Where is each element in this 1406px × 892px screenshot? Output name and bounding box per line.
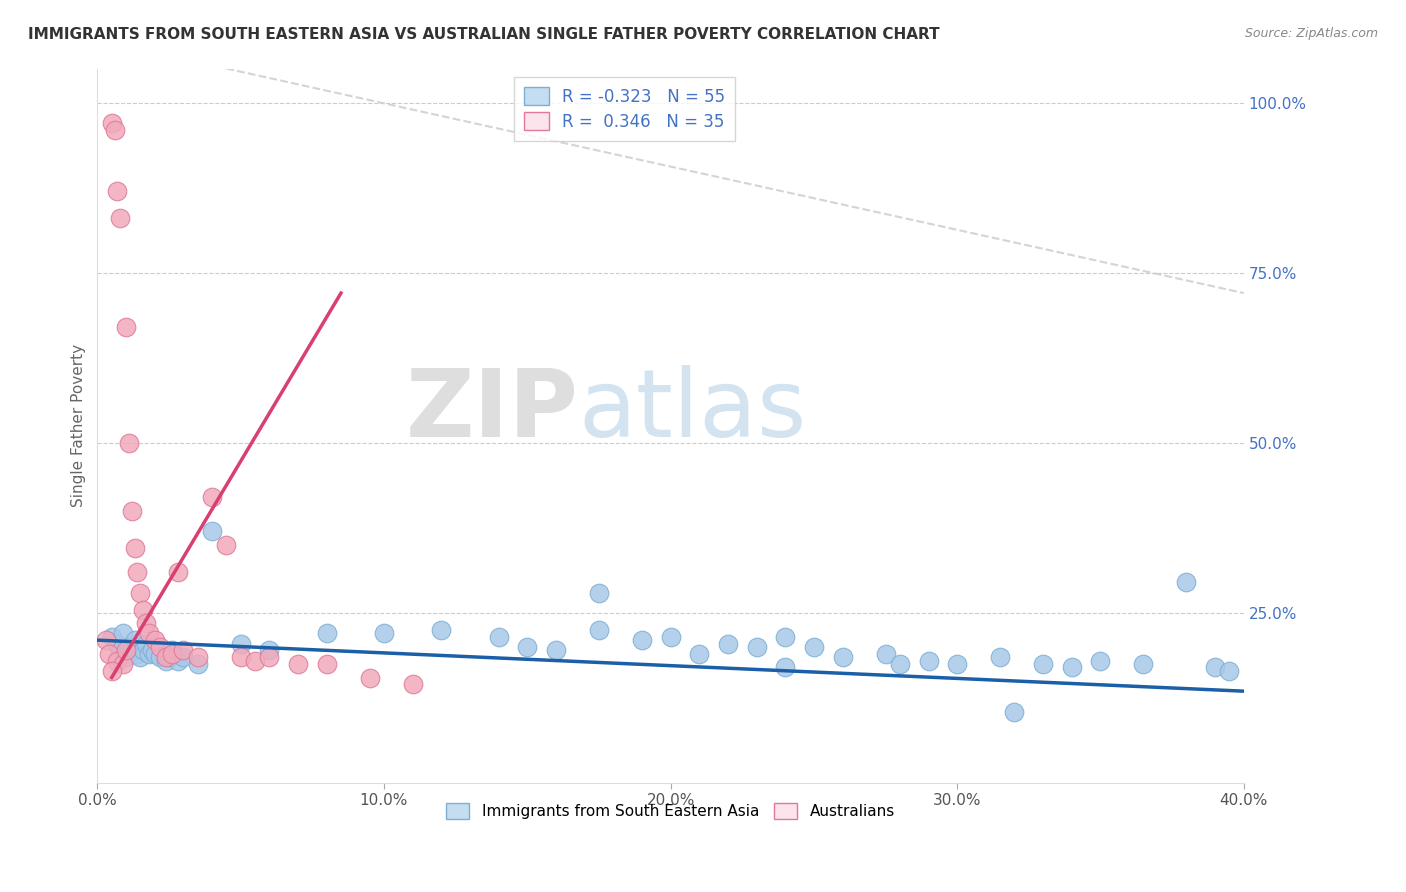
- Point: [1060, 660, 1083, 674]
- Point: [1004, 705, 1026, 719]
- Text: IMMIGRANTS FROM SOUTH EASTERN ASIA VS AUSTRALIAN SINGLE FATHER POVERTY CORRELATI: IMMIGRANTS FROM SOUTH EASTERN ASIA VS AU…: [28, 27, 939, 42]
- Point: [1175, 575, 1198, 590]
- Point: [215, 538, 238, 552]
- Point: [115, 320, 138, 334]
- Point: [631, 633, 654, 648]
- Point: [121, 504, 143, 518]
- Point: [988, 650, 1011, 665]
- Point: [103, 122, 125, 136]
- Point: [917, 654, 939, 668]
- Point: [401, 677, 423, 691]
- Point: [803, 640, 825, 654]
- Point: [773, 660, 796, 674]
- Point: [115, 643, 138, 657]
- Point: [115, 650, 138, 665]
- Point: [187, 657, 209, 671]
- Point: [127, 647, 149, 661]
- Point: [315, 657, 337, 671]
- Point: [172, 643, 194, 657]
- Point: [315, 626, 337, 640]
- Point: [1218, 664, 1240, 678]
- Point: [187, 650, 209, 665]
- Point: [107, 636, 129, 650]
- Point: [745, 640, 768, 654]
- Text: Source: ZipAtlas.com: Source: ZipAtlas.com: [1244, 27, 1378, 40]
- Point: [946, 657, 969, 671]
- Point: [94, 633, 117, 648]
- Point: [160, 643, 183, 657]
- Point: [127, 565, 149, 579]
- Point: [875, 647, 897, 661]
- Point: [1090, 654, 1112, 668]
- Point: [135, 616, 157, 631]
- Point: [129, 650, 152, 665]
- Point: [229, 650, 252, 665]
- Legend: Immigrants from South Eastern Asia, Australians: Immigrants from South Eastern Asia, Aust…: [440, 797, 901, 825]
- Point: [166, 565, 188, 579]
- Point: [138, 647, 160, 661]
- Point: [544, 643, 567, 657]
- Point: [118, 640, 141, 654]
- Point: [430, 623, 453, 637]
- Text: ZIP: ZIP: [406, 366, 579, 458]
- Point: [1132, 657, 1154, 671]
- Point: [831, 650, 853, 665]
- Point: [132, 602, 155, 616]
- Point: [110, 643, 132, 657]
- Point: [100, 664, 122, 678]
- Point: [359, 671, 381, 685]
- Point: [373, 626, 395, 640]
- Point: [149, 650, 172, 665]
- Point: [287, 657, 309, 671]
- Point: [132, 643, 155, 657]
- Point: [155, 650, 177, 665]
- Point: [516, 640, 538, 654]
- Point: [166, 654, 188, 668]
- Point: [688, 647, 710, 661]
- Point: [149, 640, 172, 654]
- Point: [889, 657, 911, 671]
- Point: [172, 650, 194, 665]
- Text: atlas: atlas: [579, 366, 807, 458]
- Point: [201, 490, 224, 504]
- Point: [107, 184, 129, 198]
- Point: [124, 541, 146, 556]
- Point: [259, 643, 281, 657]
- Point: [100, 116, 122, 130]
- Point: [112, 626, 135, 640]
- Point: [141, 643, 163, 657]
- Point: [259, 650, 281, 665]
- Y-axis label: Single Father Poverty: Single Father Poverty: [72, 344, 86, 508]
- Point: [138, 626, 160, 640]
- Point: [124, 633, 146, 648]
- Point: [135, 636, 157, 650]
- Point: [129, 585, 152, 599]
- Point: [143, 647, 166, 661]
- Point: [112, 657, 135, 671]
- Point: [118, 435, 141, 450]
- Point: [588, 585, 610, 599]
- Point: [201, 524, 224, 539]
- Point: [588, 623, 610, 637]
- Point: [717, 636, 740, 650]
- Point: [143, 633, 166, 648]
- Point: [488, 630, 510, 644]
- Point: [773, 630, 796, 644]
- Point: [243, 654, 266, 668]
- Point: [107, 654, 129, 668]
- Point: [155, 654, 177, 668]
- Point: [160, 647, 183, 661]
- Point: [659, 630, 682, 644]
- Point: [100, 630, 122, 644]
- Point: [1204, 660, 1226, 674]
- Point: [110, 211, 132, 226]
- Point: [157, 650, 180, 665]
- Point: [121, 643, 143, 657]
- Point: [1032, 657, 1054, 671]
- Point: [229, 636, 252, 650]
- Point: [97, 647, 120, 661]
